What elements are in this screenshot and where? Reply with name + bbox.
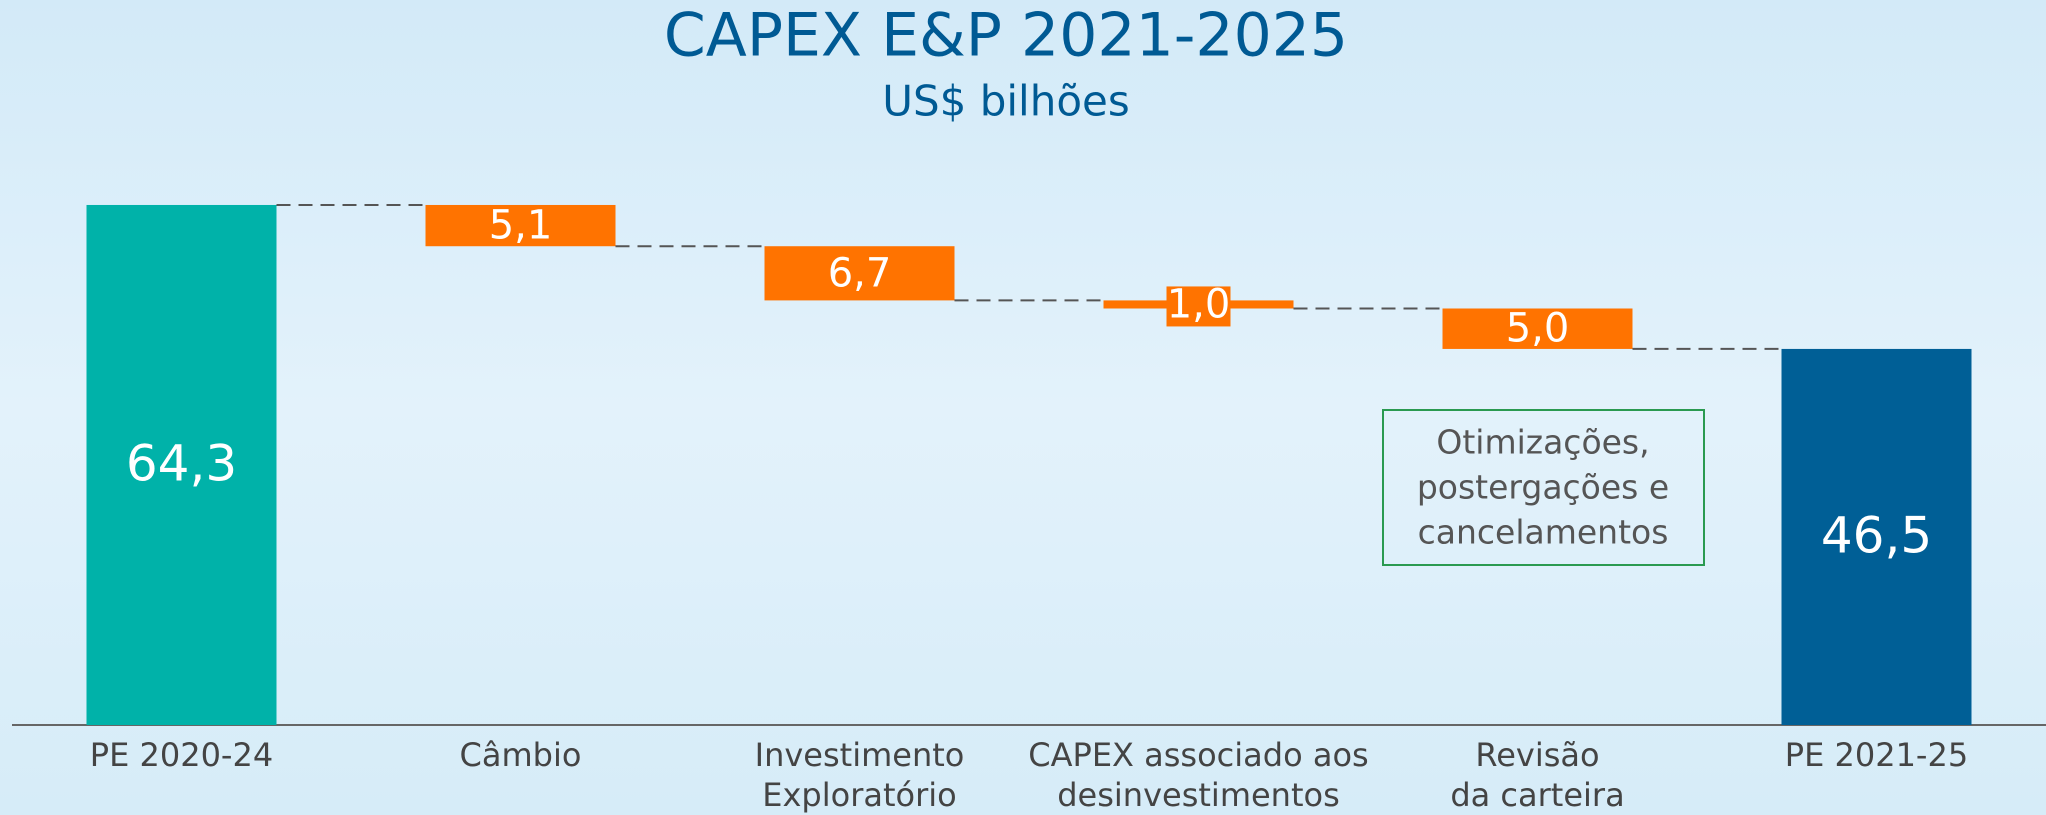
- bar: [764, 246, 955, 301]
- value-label: 5,0: [1506, 306, 1570, 352]
- annotation-text: postergações e: [1417, 468, 1669, 507]
- x-tick-label: PE 2020-24: [90, 736, 273, 774]
- value-label: 5,1: [489, 203, 553, 249]
- x-tick-label: Câmbio: [460, 736, 582, 774]
- value-label: 6,7: [828, 250, 892, 296]
- bar: [86, 204, 277, 725]
- x-tick-label: Exploratório: [762, 776, 956, 814]
- x-tick-label: CAPEX associado aos: [1028, 736, 1368, 774]
- annotation-box: [1382, 409, 1705, 566]
- x-tick-label: desinvestimentos: [1057, 776, 1340, 814]
- chart-title: CAPEX E&P 2021-2025: [664, 1, 1348, 71]
- annotation-text: Otimizações,: [1436, 423, 1649, 462]
- x-tick-label: Revisão: [1475, 736, 1599, 774]
- x-tick-label: PE 2021-25: [1785, 736, 1968, 774]
- bar: [1442, 308, 1633, 349]
- annotation-text: cancelamentos: [1418, 513, 1669, 552]
- value-label: 1,0: [1167, 281, 1231, 327]
- bar: [1781, 348, 1972, 725]
- label-bg: [1166, 286, 1231, 327]
- bar: [425, 204, 616, 247]
- x-tick-label: da carteira: [1450, 776, 1624, 814]
- chart-subtitle: US$ bilhões: [882, 77, 1130, 126]
- value-label: 46,5: [1821, 506, 1932, 564]
- x-tick-label: Investimento: [755, 736, 965, 774]
- value-label: 64,3: [126, 434, 237, 492]
